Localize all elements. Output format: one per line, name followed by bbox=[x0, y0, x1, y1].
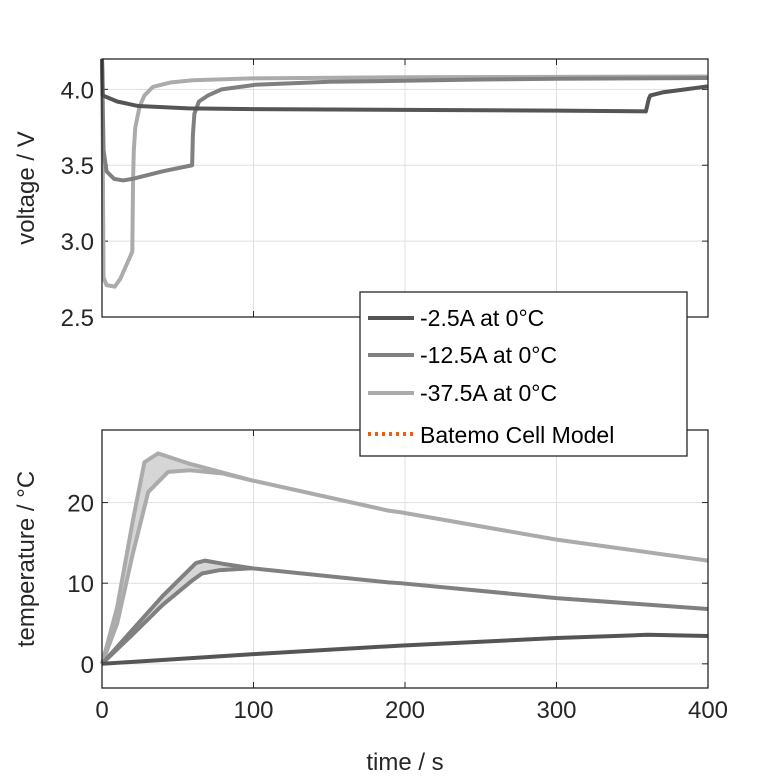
legend-label-2: -37.5A at 0°C bbox=[420, 380, 557, 406]
y-tick-label: 10 bbox=[67, 571, 94, 598]
legend: -2.5A at 0°C -12.5A at 0°C -37.5A at 0°C… bbox=[359, 291, 688, 457]
voltage-ylabel: voltage / V bbox=[13, 131, 40, 244]
series-line bbox=[101, 632, 709, 666]
y-tick-label: 0 bbox=[81, 652, 94, 679]
voltage-axes: 2.5 3.0 3.5 4.0 bbox=[61, 58, 709, 332]
legend-box bbox=[359, 291, 688, 457]
x-tick-label: 200 bbox=[385, 697, 425, 724]
temperature-axes: 0 100 200 300 400 0 10 20 bbox=[67, 429, 728, 724]
legend-label-1: -12.5A at 0°C bbox=[420, 342, 557, 368]
series-line-lower bbox=[100, 566, 253, 666]
series-line bbox=[100, 451, 709, 665]
y-tick-label: 3.5 bbox=[61, 153, 94, 180]
legend-label-3: Batemo Cell Model bbox=[420, 422, 614, 448]
series-line bbox=[100, 58, 709, 289]
series-line bbox=[100, 58, 709, 183]
y-tick-label: 4.0 bbox=[61, 77, 94, 104]
x-tick-label: 100 bbox=[233, 697, 273, 724]
series-line bbox=[100, 58, 709, 114]
time-xlabel: time / s bbox=[366, 749, 443, 776]
x-tick-label: 300 bbox=[536, 697, 576, 724]
legend-label-0: -2.5A at 0°C bbox=[420, 305, 544, 331]
x-tick-label: 0 bbox=[95, 697, 108, 724]
y-tick-label: 2.5 bbox=[61, 305, 94, 332]
y-tick-label: 3.0 bbox=[61, 229, 94, 256]
temperature-ylabel: temperature / °C bbox=[13, 471, 40, 647]
y-tick-label: 20 bbox=[67, 491, 94, 518]
series-line bbox=[100, 558, 709, 666]
x-tick-label: 400 bbox=[688, 697, 728, 724]
series-band bbox=[102, 453, 252, 664]
